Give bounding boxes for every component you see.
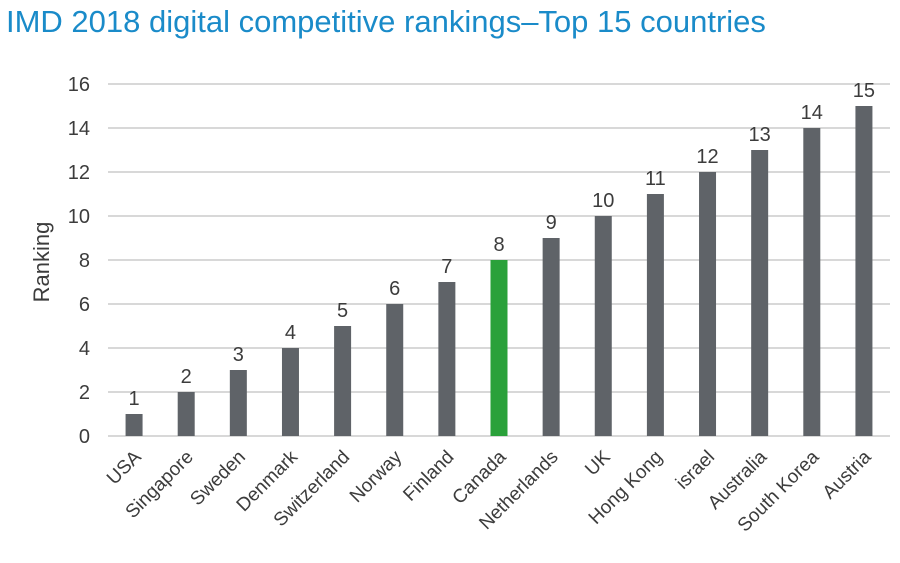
bar [386,304,404,436]
bar [490,260,508,436]
data-label: 11 [645,168,666,190]
x-axis-ticks: USASingaporeSwedenDenmarkSwitzerlandNorw… [103,446,876,536]
x-tick-label: Finland [399,447,458,506]
y-tick-label: 14 [68,118,90,140]
x-tick-label: UK [581,446,615,480]
y-tick-label: 6 [79,294,90,316]
data-label: 14 [801,102,823,124]
bar [229,370,247,436]
y-tick-label: 0 [79,426,90,448]
data-label: 13 [749,124,771,146]
chart-title: IMD 2018 digital competitive rankings–To… [6,4,766,39]
y-tick-label: 16 [68,74,90,96]
data-label: 8 [493,234,504,256]
bar [281,348,299,436]
bar [125,414,143,436]
bar [646,194,664,436]
data-label: 2 [181,366,192,388]
y-axis-ticks: 0 2 4 6 8 10 12 14 16 [68,74,90,448]
y-tick-label: 10 [68,206,90,228]
data-label: 6 [389,278,400,300]
bar [177,392,195,436]
x-tick-label: israel [672,447,719,494]
bar [542,238,560,436]
x-tick-label: Norway [346,446,407,507]
y-axis-label: Ranking [29,222,54,303]
y-tick-label: 8 [79,250,90,272]
y-tick-label: 12 [68,162,90,184]
data-label: 10 [592,190,614,212]
data-label: 12 [696,146,718,168]
data-label: 9 [546,212,557,234]
x-tick-label: USA [103,446,146,489]
bar [855,106,873,436]
data-label: 4 [285,322,296,344]
x-tick-label: Austria [819,446,876,503]
bar [699,172,717,436]
bar [594,216,612,436]
data-label: 5 [337,300,348,322]
data-label: 3 [233,344,244,366]
bars [125,106,873,436]
data-label: 7 [441,256,452,278]
data-label: 1 [129,388,140,410]
bar [334,326,352,436]
bar [438,282,456,436]
bar [751,150,769,436]
y-tick-label: 2 [79,382,90,404]
bar [803,128,821,436]
data-label: 15 [853,80,875,102]
y-tick-label: 4 [79,338,90,360]
